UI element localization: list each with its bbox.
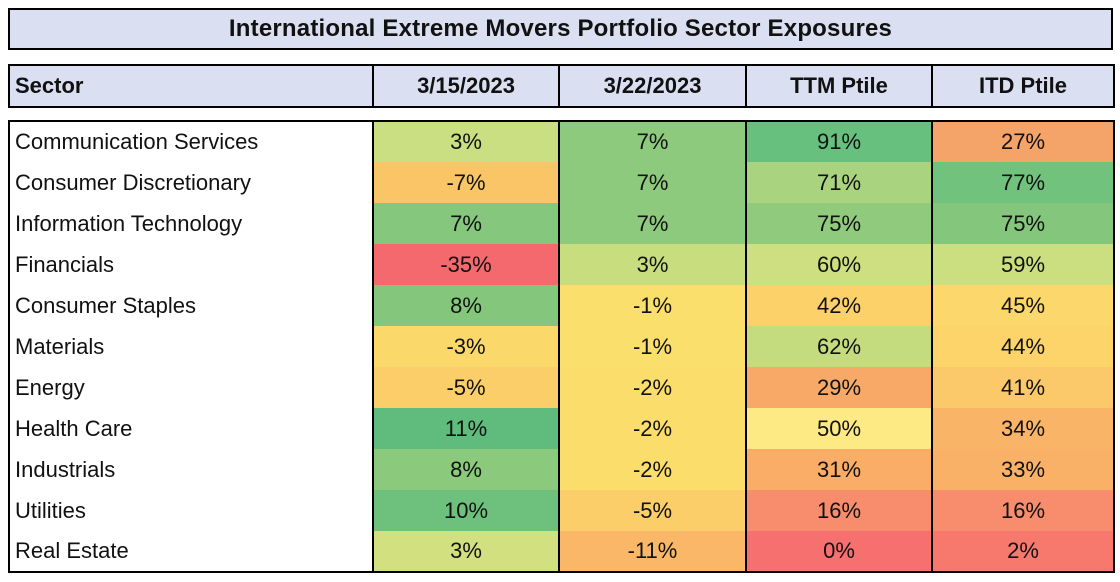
table-row: Real Estate 3% -11% 0% 2% xyxy=(9,531,1114,572)
table-row: Consumer Staples 8% -1% 42% 45% xyxy=(9,285,1114,326)
value-cell: 7% xyxy=(558,162,746,203)
value-cell: 60% xyxy=(745,244,932,285)
spacer xyxy=(8,50,1113,64)
sector-cell: Financials xyxy=(9,244,373,285)
value-cell: 34% xyxy=(931,408,1114,449)
value-cell: 77% xyxy=(931,162,1114,203)
table-row: Health Care 11% -2% 50% 34% xyxy=(9,408,1114,449)
value-cell: 7% xyxy=(372,203,559,244)
value-cell: -2% xyxy=(558,367,746,408)
sector-exposures-table: Communication Services 3% 7% 91% 27% Consumer… xyxy=(8,120,1115,573)
value-cell: 44% xyxy=(931,326,1114,367)
value-cell: 8% xyxy=(372,285,559,326)
value-cell: -5% xyxy=(558,490,746,531)
sector-cell: Consumer Discretionary xyxy=(9,162,373,203)
value-cell: 59% xyxy=(931,244,1114,285)
value-cell: 11% xyxy=(372,408,559,449)
value-cell: 27% xyxy=(931,121,1114,162)
value-cell: 29% xyxy=(745,367,932,408)
table-row: Industrials 8% -2% 31% 33% xyxy=(9,449,1114,490)
value-cell: -2% xyxy=(558,408,746,449)
value-cell: 7% xyxy=(558,121,746,162)
value-cell: 3% xyxy=(558,244,746,285)
header-cell-ttm-ptile: TTM Ptile xyxy=(745,65,932,107)
sector-cell: Consumer Staples xyxy=(9,285,373,326)
value-cell: 62% xyxy=(745,326,932,367)
page-title: International Extreme Movers Portfolio S… xyxy=(228,15,893,42)
value-cell: 42% xyxy=(745,285,932,326)
header-cell-date-1: 3/15/2023 xyxy=(372,65,559,107)
value-cell: 33% xyxy=(931,449,1114,490)
value-cell: 41% xyxy=(931,367,1114,408)
sector-cell: Health Care xyxy=(9,408,373,449)
value-cell: -5% xyxy=(372,367,559,408)
header-row: Sector 3/15/2023 3/22/2023 TTM Ptile ITD… xyxy=(8,64,1115,108)
value-cell: 0% xyxy=(745,531,932,572)
table-body: Communication Services 3% 7% 91% 27% Consumer… xyxy=(9,121,1114,572)
value-cell: 16% xyxy=(745,490,932,531)
value-cell: -2% xyxy=(558,449,746,490)
value-cell: 91% xyxy=(745,121,932,162)
table-row: Information Technology 7% 7% 75% 75% xyxy=(9,203,1114,244)
value-cell: 31% xyxy=(745,449,932,490)
sector-cell: Communication Services xyxy=(9,121,373,162)
header-cell-date-2: 3/22/2023 xyxy=(558,65,746,107)
sector-cell: Information Technology xyxy=(9,203,373,244)
spacer xyxy=(8,108,1113,120)
value-cell: 10% xyxy=(372,490,559,531)
value-cell: 75% xyxy=(931,203,1114,244)
table-row: Energy -5% -2% 29% 41% xyxy=(9,367,1114,408)
value-cell: 3% xyxy=(372,531,559,572)
value-cell: -11% xyxy=(558,531,746,572)
value-cell: 16% xyxy=(931,490,1114,531)
sector-cell: Utilities xyxy=(9,490,373,531)
table-row: Financials -35% 3% 60% 59% xyxy=(9,244,1114,285)
sector-cell: Real Estate xyxy=(9,531,373,572)
value-cell: 75% xyxy=(745,203,932,244)
header-cell-sector: Sector xyxy=(9,65,373,107)
value-cell: 3% xyxy=(372,121,559,162)
value-cell: -35% xyxy=(372,244,559,285)
value-cell: -1% xyxy=(558,326,746,367)
value-cell: -3% xyxy=(372,326,559,367)
value-cell: -7% xyxy=(372,162,559,203)
title-bar: International Extreme Movers Portfolio S… xyxy=(8,8,1113,50)
value-cell: -1% xyxy=(558,285,746,326)
value-cell: 7% xyxy=(558,203,746,244)
header-cell-itd-ptile: ITD Ptile xyxy=(931,65,1114,107)
value-cell: 45% xyxy=(931,285,1114,326)
table-row: Utilities 10% -5% 16% 16% xyxy=(9,490,1114,531)
table-row: Consumer Discretionary -7% 7% 71% 77% xyxy=(9,162,1114,203)
value-cell: 8% xyxy=(372,449,559,490)
sector-cell: Industrials xyxy=(9,449,373,490)
sector-cell: Materials xyxy=(9,326,373,367)
value-cell: 2% xyxy=(931,531,1114,572)
value-cell: 71% xyxy=(745,162,932,203)
table-row: Communication Services 3% 7% 91% 27% xyxy=(9,121,1114,162)
table-row: Materials -3% -1% 62% 44% xyxy=(9,326,1114,367)
sector-cell: Energy xyxy=(9,367,373,408)
value-cell: 50% xyxy=(745,408,932,449)
